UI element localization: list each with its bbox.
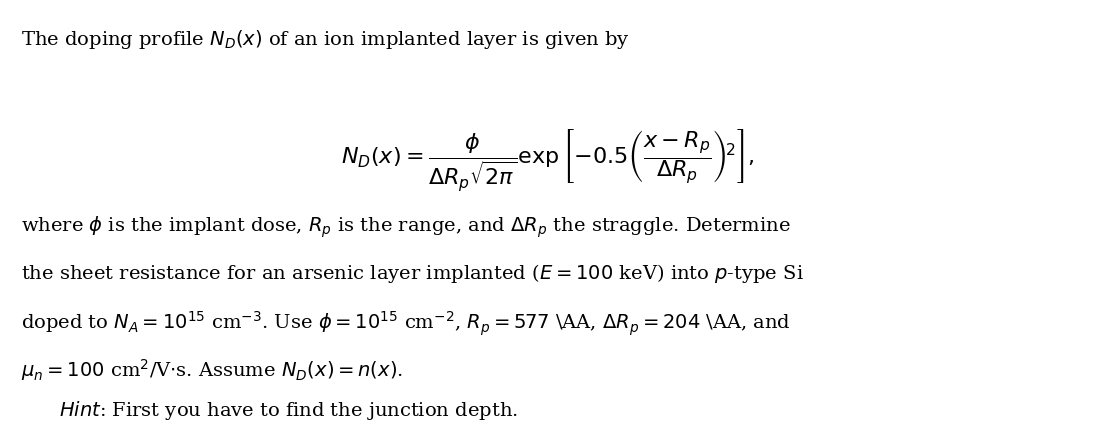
Text: where $\phi$ is the implant dose, $R_p$ is the range, and $\Delta R_p$ the strag: where $\phi$ is the implant dose, $R_p$ … bbox=[21, 215, 791, 240]
Text: the sheet resistance for an arsenic layer implanted ($E = 100$ keV) into $p$-typ: the sheet resistance for an arsenic laye… bbox=[21, 262, 804, 285]
Text: The doping profile $N_D(x)$ of an ion implanted layer is given by: The doping profile $N_D(x)$ of an ion im… bbox=[21, 28, 630, 51]
Text: $\mu_n = 100$ cm$^2$/V$\cdot$s. Assume $N_D(x) = n(x)$.: $\mu_n = 100$ cm$^2$/V$\cdot$s. Assume $… bbox=[21, 357, 403, 383]
Text: $\it{Hint}$: First you have to find the junction depth.: $\it{Hint}$: First you have to find the … bbox=[59, 399, 518, 421]
Text: doped to $N_A = 10^{15}$ cm$^{-3}$. Use $\phi = 10^{15}$ cm$^{-2}$, $R_p = 577$ : doped to $N_A = 10^{15}$ cm$^{-3}$. Use … bbox=[21, 310, 791, 338]
Text: $N_D(x) = \dfrac{\phi}{\Delta R_p\sqrt{2\pi}} \exp\left[ -0.5 \left( \dfrac{x - : $N_D(x) = \dfrac{\phi}{\Delta R_p\sqrt{2… bbox=[341, 127, 754, 194]
